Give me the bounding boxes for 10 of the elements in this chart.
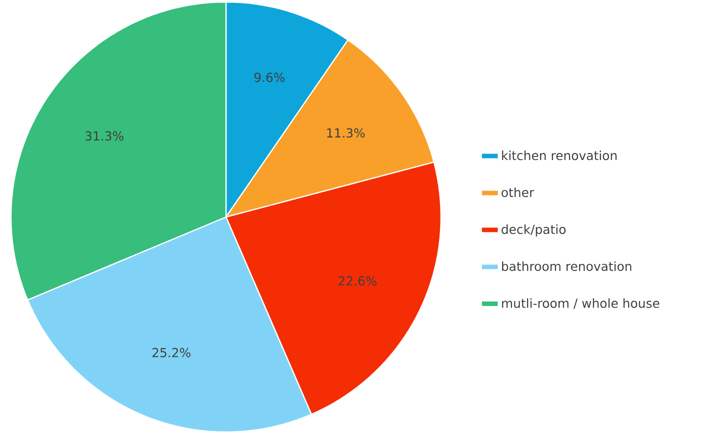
legend-label: deck/patio <box>502 224 566 236</box>
legend-label: kitchen renovation <box>502 150 617 160</box>
data-label: 9.6% <box>254 72 285 82</box>
data-label: 11.3% <box>327 128 365 138</box>
legend-label: other <box>502 187 534 198</box>
legend-label: bathroom renovation <box>502 261 632 271</box>
data-label: 25.2% <box>152 348 190 358</box>
legend-label: mutli-room / whole house <box>502 298 660 309</box>
data-label: 31.3% <box>85 131 124 141</box>
data-label: 22.6% <box>338 276 377 286</box>
